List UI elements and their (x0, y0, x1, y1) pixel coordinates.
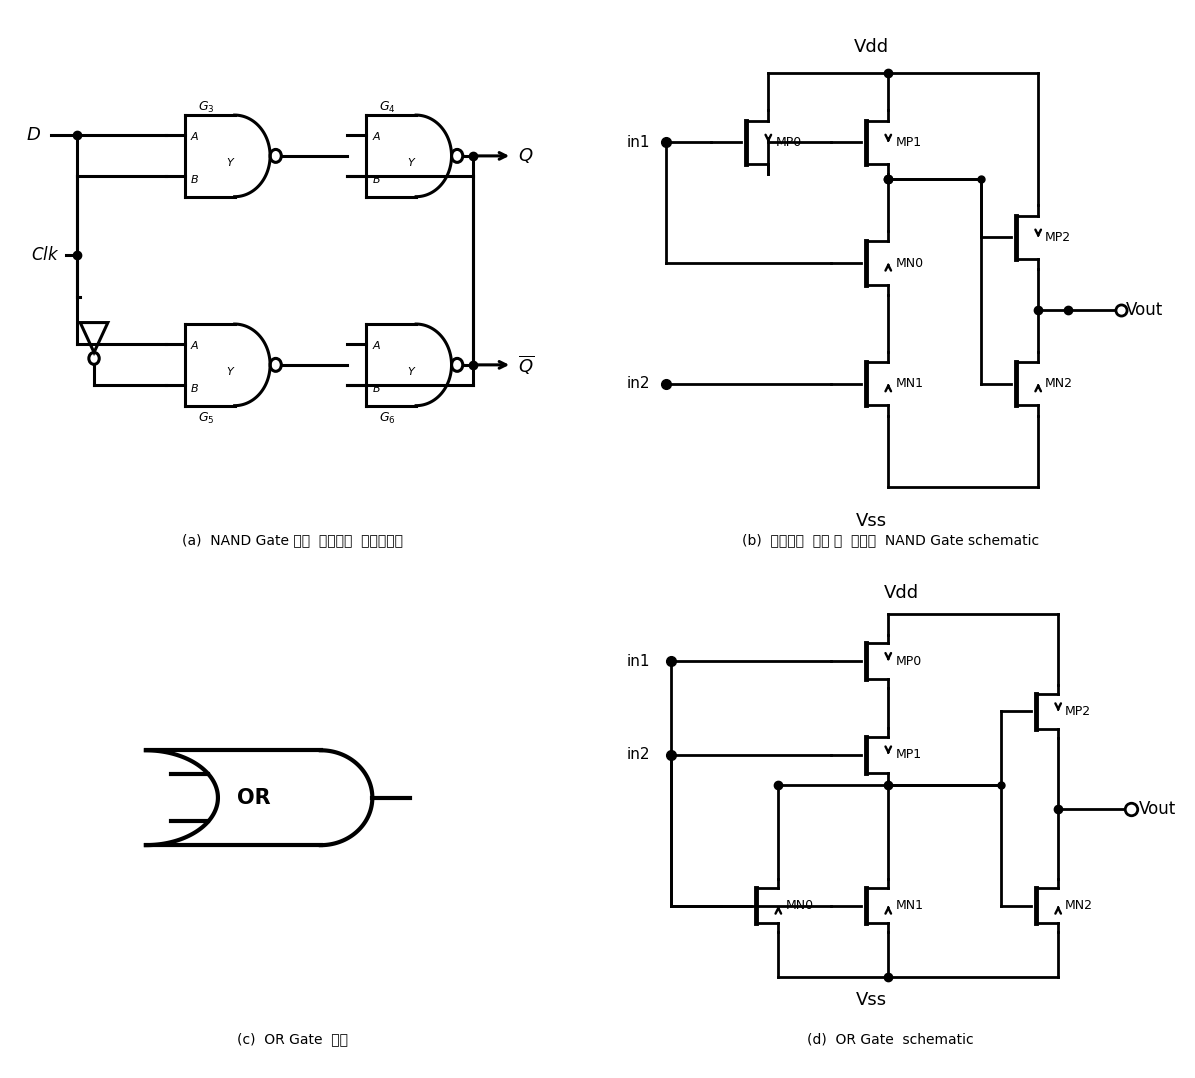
Text: in2: in2 (626, 747, 650, 762)
Text: MP0: MP0 (776, 136, 802, 149)
Text: Y: Y (407, 157, 415, 168)
Text: A: A (191, 342, 198, 351)
Text: MP2: MP2 (1046, 231, 1071, 244)
Text: A: A (191, 133, 198, 142)
Text: B: B (191, 384, 198, 395)
Text: in1: in1 (626, 653, 650, 668)
Text: $Q$: $Q$ (519, 147, 533, 165)
Text: MP1: MP1 (895, 748, 921, 761)
Text: $\overline{Q}$: $\overline{Q}$ (519, 354, 534, 376)
Text: MP0: MP0 (895, 654, 921, 667)
Text: $G_3$: $G_3$ (197, 99, 214, 114)
Text: (b)  플립플롭  구현 시  사용된  NAND Gate schematic: (b) 플립플롭 구현 시 사용된 NAND Gate schematic (742, 534, 1038, 548)
Text: in2: in2 (626, 376, 650, 391)
Text: $D$: $D$ (26, 126, 41, 144)
Text: Vdd: Vdd (883, 584, 919, 602)
Text: Vdd: Vdd (853, 38, 889, 56)
Text: MN0: MN0 (785, 899, 814, 912)
Text: (c)  OR Gate  심볼: (c) OR Gate 심볼 (238, 1033, 348, 1047)
Text: Y: Y (226, 367, 233, 377)
Text: MN1: MN1 (895, 899, 924, 912)
Text: Y: Y (407, 367, 415, 377)
Text: MN1: MN1 (895, 377, 924, 390)
Text: A: A (373, 133, 380, 142)
Text: B: B (191, 176, 198, 185)
Text: $G_6$: $G_6$ (379, 411, 396, 426)
Text: MP2: MP2 (1065, 705, 1091, 718)
Text: OR: OR (237, 788, 270, 807)
Text: B: B (373, 384, 380, 395)
Text: B: B (373, 176, 380, 185)
Text: $G_4$: $G_4$ (379, 99, 396, 114)
Text: (a)  NAND Gate 기반  플립플롭  다이어그램: (a) NAND Gate 기반 플립플롭 다이어그램 (183, 534, 403, 548)
Text: $Clk$: $Clk$ (31, 247, 60, 264)
Text: MN2: MN2 (1065, 899, 1093, 912)
Text: Vout: Vout (1139, 800, 1176, 817)
Text: MP1: MP1 (895, 136, 921, 149)
Text: Vout: Vout (1126, 302, 1164, 319)
Text: A: A (373, 342, 380, 351)
Text: Y: Y (226, 157, 233, 168)
Text: in1: in1 (626, 135, 650, 150)
Text: Vss: Vss (856, 512, 887, 530)
Text: Vss: Vss (856, 991, 887, 1009)
Text: (d)  OR Gate  schematic: (d) OR Gate schematic (807, 1033, 974, 1047)
Text: $G_5$: $G_5$ (197, 411, 214, 426)
Text: MN0: MN0 (895, 257, 924, 270)
Text: MN2: MN2 (1046, 377, 1073, 390)
